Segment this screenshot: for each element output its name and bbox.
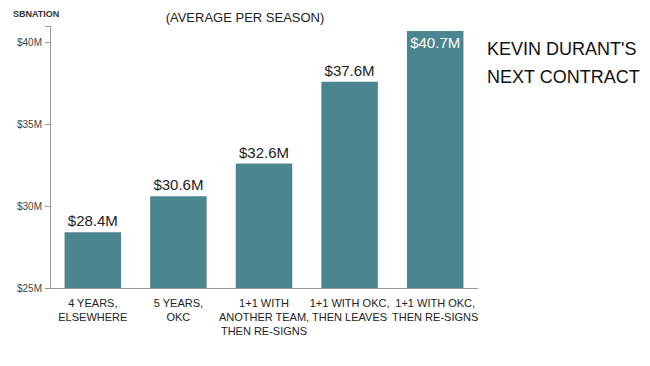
svg-text:$30M: $30M (17, 201, 42, 212)
svg-text:$37.6M: $37.6M (325, 62, 375, 79)
svg-text:SBNATION: SBNATION (13, 9, 59, 19)
svg-text:5 YEARS,: 5 YEARS, (154, 297, 203, 309)
svg-text:THEN RE-SIGNS: THEN RE-SIGNS (392, 311, 478, 323)
svg-text:KEVIN DURANT'S: KEVIN DURANT'S (487, 39, 636, 59)
svg-text:THEN RE-SIGNS: THEN RE-SIGNS (221, 325, 307, 337)
svg-text:NEXT CONTRACT: NEXT CONTRACT (487, 67, 640, 87)
svg-text:1+1 WITH: 1+1 WITH (239, 297, 289, 309)
svg-text:$35M: $35M (17, 119, 42, 130)
svg-text:$40M: $40M (17, 37, 42, 48)
svg-text:1+1 WITH OKC,: 1+1 WITH OKC, (395, 297, 475, 309)
svg-text:$28.4M: $28.4M (68, 212, 118, 229)
svg-text:ELSEWHERE: ELSEWHERE (58, 311, 127, 323)
svg-text:THEN LEAVES: THEN LEAVES (312, 311, 387, 323)
svg-text:$30.6M: $30.6M (153, 176, 203, 193)
svg-text:1+1 WITH OKC,: 1+1 WITH OKC, (310, 297, 390, 309)
svg-text:$40.7M: $40.7M (410, 34, 460, 51)
svg-text:$32.6M: $32.6M (239, 144, 289, 161)
svg-text:4 YEARS,: 4 YEARS, (68, 297, 117, 309)
svg-text:(AVERAGE PER SEASON): (AVERAGE PER SEASON) (166, 10, 325, 25)
svg-text:ANOTHER TEAM,: ANOTHER TEAM, (219, 311, 309, 323)
svg-text:$25M: $25M (17, 283, 42, 294)
svg-text:OKC: OKC (166, 311, 190, 323)
